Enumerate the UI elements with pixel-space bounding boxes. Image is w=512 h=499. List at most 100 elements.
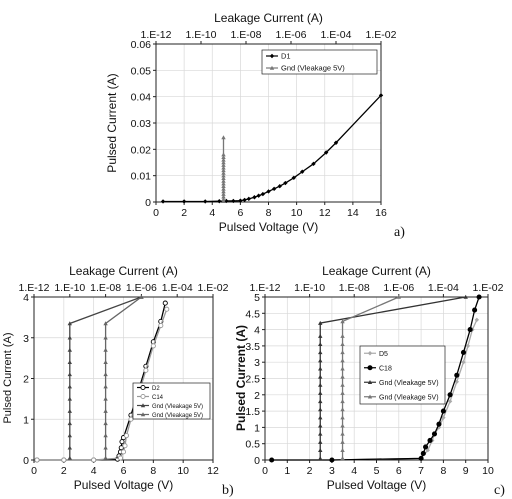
y-tick-label: 2 <box>23 374 29 386</box>
data-point <box>447 392 453 398</box>
x-tick-label: 2 <box>307 465 313 477</box>
top-tick-label: 1.E-04 <box>321 29 352 41</box>
data-point <box>221 181 226 186</box>
data-point <box>103 321 108 326</box>
data-point <box>472 307 478 313</box>
data-point <box>318 399 323 404</box>
data-point <box>221 165 226 170</box>
series-0 <box>160 93 384 204</box>
data-point <box>474 317 480 323</box>
legend-marker <box>367 351 373 356</box>
x-tick-label: 16 <box>375 207 387 219</box>
x-tick-label: 2 <box>61 465 67 477</box>
data-point <box>119 439 125 445</box>
data-point <box>461 360 466 365</box>
x-tick-label: 4 <box>209 207 215 219</box>
data-point <box>103 396 108 401</box>
data-point <box>221 191 226 196</box>
y-tick-label: 3.5 <box>245 341 260 353</box>
data-point <box>117 455 124 461</box>
data-point <box>420 450 426 457</box>
x-tick-label: 2 <box>181 207 187 219</box>
legend-label: Gnd (Vleakage 5V) <box>379 380 439 387</box>
x-tick-label: 12 <box>207 465 219 477</box>
data-point <box>340 333 345 338</box>
y-tick-label: 1 <box>254 422 260 434</box>
data-point <box>318 439 323 444</box>
top-tick-label: 1.E-02 <box>473 282 504 294</box>
data-point <box>431 431 438 437</box>
y-tick-label: 3 <box>23 333 29 345</box>
data-point <box>221 170 226 175</box>
y-tick-label: 0 <box>145 197 151 209</box>
x-tick-label: 6 <box>237 207 243 219</box>
x-tick-label: 3 <box>329 465 335 477</box>
y-axis-label: Pulsed Current (A) <box>105 73 119 172</box>
legend-label: D1 <box>281 52 291 61</box>
y-axis-label: Pulsed Current (A) <box>234 325 248 431</box>
y-tick-label: 1.5 <box>245 406 260 418</box>
data-point <box>340 423 345 428</box>
data-point <box>340 431 345 436</box>
top-tick-label: 1.E-06 <box>126 282 157 294</box>
x-tick-label: 9 <box>463 465 469 477</box>
legend-marker <box>367 380 373 385</box>
legend <box>132 382 211 420</box>
chart-panel-c <box>262 294 489 463</box>
series-1 <box>221 135 226 203</box>
data-point <box>340 456 345 461</box>
data-point <box>318 456 323 461</box>
x-tick-label: 0 <box>153 207 159 219</box>
data-point <box>340 448 345 452</box>
data-point <box>318 390 323 395</box>
x-tick-label: 7 <box>418 465 424 477</box>
series-2 <box>318 294 468 461</box>
data-point <box>221 162 226 167</box>
data-point <box>221 178 226 183</box>
data-point <box>203 199 208 204</box>
data-point <box>318 423 323 428</box>
data-point <box>252 195 257 200</box>
data-point <box>67 421 72 426</box>
data-point <box>67 347 72 352</box>
data-point <box>441 415 446 420</box>
data-point <box>318 333 323 338</box>
series-3 <box>340 294 401 461</box>
top-tick-label: 1.E-04 <box>162 282 193 294</box>
top-tick-label: 1.E-12 <box>250 282 281 294</box>
data-point <box>340 390 345 395</box>
chart-panel-a <box>153 41 384 205</box>
data-point <box>67 396 72 401</box>
top-tick-label: 1.E-10 <box>186 29 217 41</box>
data-point <box>440 408 446 414</box>
data-point <box>34 457 40 463</box>
data-point <box>340 358 345 363</box>
y-tick-label: 0.06 <box>131 39 152 51</box>
y-tick-label: 0.01 <box>131 171 152 183</box>
data-point <box>333 140 339 145</box>
data-point <box>164 306 170 312</box>
data-point <box>454 372 460 378</box>
data-point <box>158 322 164 329</box>
data-point <box>67 321 72 326</box>
data-point <box>103 335 108 340</box>
data-point <box>378 93 384 98</box>
data-point <box>318 407 323 412</box>
y-tick-label: 0.03 <box>131 118 152 130</box>
data-point <box>318 366 323 371</box>
legend-marker <box>140 384 146 391</box>
data-point <box>460 349 467 355</box>
legend <box>359 345 446 405</box>
legend-label: D5 <box>379 351 388 358</box>
top-axis-label: Leakage Current (A) <box>69 264 178 278</box>
panel-label: c) <box>494 483 505 498</box>
y-axis-label: Pulsed Current (A) <box>2 332 14 423</box>
legend-label: C14 <box>152 395 164 401</box>
top-tick-label: 1.E-04 <box>428 282 459 294</box>
data-point <box>340 366 345 371</box>
data-point <box>340 350 345 355</box>
series-line <box>36 302 166 461</box>
data-point <box>340 382 345 387</box>
data-point <box>128 416 134 422</box>
data-point <box>221 152 226 157</box>
